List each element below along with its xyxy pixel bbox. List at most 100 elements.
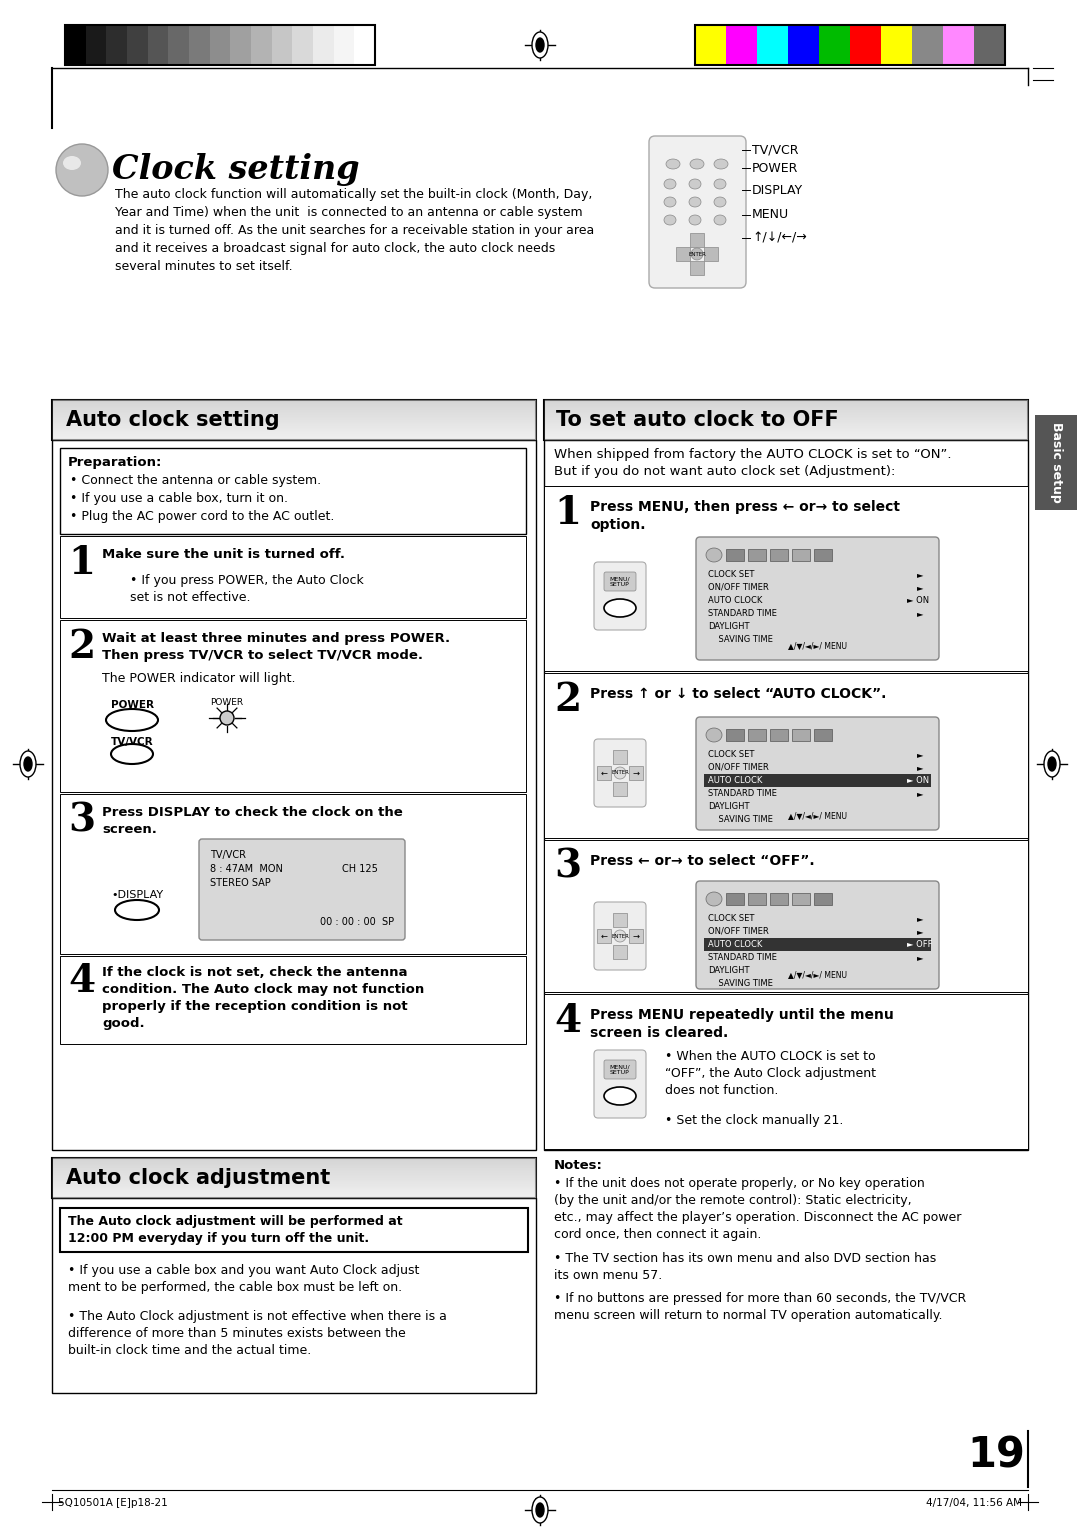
Ellipse shape [706, 727, 723, 743]
Text: ON/OFF TIMER: ON/OFF TIMER [708, 762, 769, 772]
Bar [127, 24, 148, 66]
Ellipse shape [1048, 756, 1056, 772]
Bar [60, 1209, 528, 1251]
Ellipse shape [111, 744, 153, 764]
FancyBboxPatch shape [594, 902, 646, 970]
Bar [65, 24, 375, 66]
Text: 4: 4 [554, 1002, 581, 1041]
Ellipse shape [714, 197, 726, 206]
Bar [792, 892, 810, 905]
Text: DAYLIGHT: DAYLIGHT [708, 622, 750, 631]
Text: Press MENU repeatedly until the menu
screen is cleared.: Press MENU repeatedly until the menu scr… [590, 1008, 894, 1041]
Text: →: → [633, 932, 639, 941]
Text: Press MENU, then press ← or→ to select
option.: Press MENU, then press ← or→ to select o… [590, 500, 900, 532]
FancyBboxPatch shape [594, 1050, 646, 1118]
Text: STEREO SAP: STEREO SAP [210, 879, 271, 888]
Bar [748, 892, 766, 905]
Bar [52, 1158, 536, 1198]
Bar [1035, 416, 1077, 510]
Text: ►: ► [917, 610, 923, 617]
Text: • If you press POWER, the Auto Clock
set is not effective.: • If you press POWER, the Auto Clock set… [130, 575, 364, 604]
Bar [881, 24, 912, 66]
Text: Wait at least three minutes and press POWER.
Then press TV/VCR to select TV/VCR : Wait at least three minutes and press PO… [102, 633, 450, 662]
Bar [726, 729, 744, 741]
Bar [613, 944, 627, 960]
Text: POWER: POWER [110, 700, 153, 711]
Bar [189, 24, 210, 66]
Bar [52, 440, 536, 1151]
Text: CH 125: CH 125 [342, 863, 378, 874]
Text: ►: ► [917, 584, 923, 591]
Text: The POWER indicator will light.: The POWER indicator will light. [102, 672, 296, 685]
Text: Press DISPLAY to check the clock on the
screen.: Press DISPLAY to check the clock on the … [102, 805, 403, 836]
Text: ►: ► [917, 927, 923, 937]
FancyBboxPatch shape [199, 839, 405, 940]
Text: • Connect the antenna or cable system.: • Connect the antenna or cable system. [70, 474, 321, 487]
Bar [613, 750, 627, 764]
Text: ▲/▼/◄/►/ MENU: ▲/▼/◄/►/ MENU [787, 970, 847, 979]
Text: Press ← or→ to select “OFF”.: Press ← or→ to select “OFF”. [590, 854, 814, 868]
Text: AUTO CLOCK: AUTO CLOCK [708, 776, 762, 785]
Text: ON/OFF TIMER: ON/OFF TIMER [708, 927, 769, 937]
FancyBboxPatch shape [604, 571, 636, 591]
FancyBboxPatch shape [696, 717, 939, 830]
Text: • When the AUTO CLOCK is set to
“OFF”, the Auto Clock adjustment
does not functi: • When the AUTO CLOCK is set to “OFF”, t… [665, 1050, 876, 1097]
Bar [770, 549, 788, 561]
Text: 8 : 47AM  MON: 8 : 47AM MON [210, 863, 283, 874]
FancyBboxPatch shape [594, 562, 646, 630]
Text: • If you use a cable box, turn it on.: • If you use a cable box, turn it on. [70, 492, 288, 504]
Bar [770, 729, 788, 741]
Ellipse shape [706, 549, 723, 562]
Ellipse shape [689, 197, 701, 206]
Text: • If the unit does not operate properly, or No key operation
(by the unit and/or: • If the unit does not operate properly,… [554, 1177, 961, 1241]
Text: MENU/
SETUP: MENU/ SETUP [610, 576, 631, 587]
Text: ▲/▼/◄/►/ MENU: ▲/▼/◄/►/ MENU [787, 811, 847, 821]
Text: 4/17/04, 11:56 AM: 4/17/04, 11:56 AM [926, 1497, 1022, 1508]
Text: SAVING TIME: SAVING TIME [708, 814, 773, 824]
Bar [726, 549, 744, 561]
Text: CLOCK SET: CLOCK SET [708, 914, 754, 923]
Text: ENTER: ENTER [611, 934, 629, 938]
Ellipse shape [536, 38, 544, 52]
Ellipse shape [714, 215, 726, 225]
Bar [850, 24, 881, 66]
Text: • The TV section has its own menu and also DVD section has
its own menu 57.: • The TV section has its own menu and al… [554, 1251, 936, 1282]
Bar [974, 24, 1005, 66]
Text: ►: ► [917, 570, 923, 579]
Text: When shipped from factory the AUTO CLOCK is set to “ON”.
But if you do not want : When shipped from factory the AUTO CLOCK… [554, 448, 951, 478]
Text: 2: 2 [554, 681, 581, 720]
Text: Clock setting: Clock setting [112, 153, 360, 186]
Ellipse shape [689, 179, 701, 189]
Text: STANDARD TIME: STANDARD TIME [708, 788, 777, 798]
Text: ► ON: ► ON [907, 596, 929, 605]
Ellipse shape [689, 215, 701, 225]
Bar [696, 24, 726, 66]
Text: If the clock is not set, check the antenna
condition. The Auto clock may not fun: If the clock is not set, check the anten… [102, 966, 424, 1030]
Bar [65, 24, 85, 66]
Ellipse shape [664, 197, 676, 206]
Bar [60, 448, 526, 533]
Bar [726, 24, 757, 66]
Bar [148, 24, 168, 66]
Text: ENTER: ENTER [611, 770, 629, 776]
Bar [788, 24, 819, 66]
Text: • The Auto Clock adjustment is not effective when there is a
difference of more : • The Auto Clock adjustment is not effec… [68, 1309, 447, 1357]
Text: ↑/↓/←/→: ↑/↓/←/→ [752, 232, 807, 244]
Bar [629, 929, 643, 943]
Text: The Auto clock adjustment will be performed at
12:00 PM everyday if you turn off: The Auto clock adjustment will be perfor… [68, 1215, 403, 1245]
Text: CLOCK SET: CLOCK SET [708, 570, 754, 579]
Bar [629, 766, 643, 779]
Ellipse shape [664, 179, 676, 189]
Bar [748, 549, 766, 561]
Text: 19: 19 [534, 1497, 546, 1508]
Bar [676, 248, 690, 261]
Ellipse shape [691, 248, 703, 260]
Text: SAVING TIME: SAVING TIME [708, 979, 773, 989]
Bar [819, 24, 850, 66]
Bar [210, 24, 230, 66]
Ellipse shape [24, 756, 32, 772]
Ellipse shape [664, 215, 676, 225]
Bar [272, 24, 293, 66]
Bar [230, 24, 251, 66]
Bar [726, 892, 744, 905]
